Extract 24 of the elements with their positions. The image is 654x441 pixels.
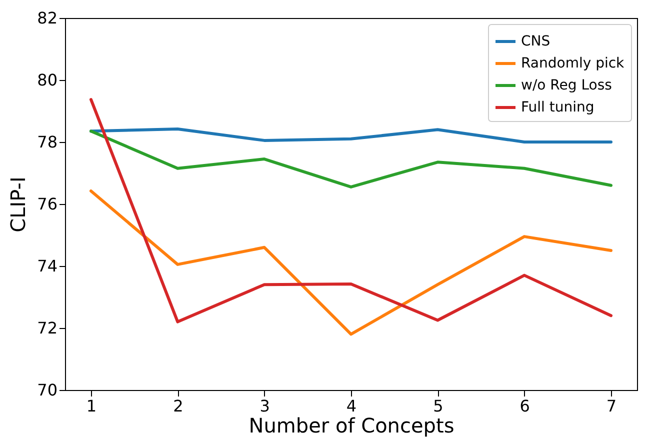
y-tick-label: 70 (37, 380, 58, 400)
y-tick-label: 78 (37, 132, 58, 152)
line-series (90, 98, 612, 324)
x-tick-label: 4 (346, 396, 357, 416)
x-tick-label: 3 (260, 396, 270, 416)
y-tick-label: 80 (37, 70, 58, 90)
line-series (90, 127, 612, 144)
legend-label: w/o Reg Loss (521, 78, 612, 94)
x-axis-title: Number of Concepts (248, 414, 454, 438)
y-tick-label: 76 (37, 194, 58, 214)
x-tick-label: 6 (520, 396, 530, 416)
x-tick-label: 7 (606, 396, 617, 416)
x-tick-label: 2 (173, 396, 184, 416)
y-tick-label: 82 (37, 8, 58, 28)
x-tick-label: 5 (433, 396, 444, 416)
legend-label: Randomly pick (521, 56, 626, 72)
line-series (90, 189, 612, 336)
line-series (90, 130, 612, 188)
x-tick-label: 1 (86, 396, 97, 416)
y-tick-label: 72 (37, 318, 58, 338)
y-tick-label: 74 (37, 256, 58, 276)
legend-label: Full tuning (521, 100, 594, 116)
y-axis-title: CLIP-I (6, 176, 30, 232)
legend-label: CNS (521, 34, 550, 50)
